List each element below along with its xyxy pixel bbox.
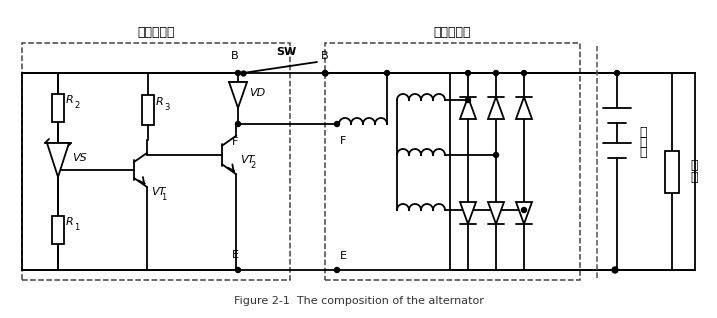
Circle shape	[235, 121, 240, 127]
Text: 电: 电	[639, 136, 647, 149]
Text: 1: 1	[161, 192, 166, 202]
Text: B: B	[321, 51, 329, 61]
Text: 3: 3	[164, 102, 169, 112]
Text: Figure 2-1  The composition of the alternator: Figure 2-1 The composition of the altern…	[234, 296, 483, 306]
Text: 池: 池	[639, 147, 647, 160]
Bar	[52, 216, 64, 244]
Text: 2: 2	[250, 161, 255, 169]
Text: E: E	[232, 250, 239, 260]
Circle shape	[521, 71, 526, 75]
Polygon shape	[516, 202, 532, 224]
Bar	[52, 94, 64, 122]
Circle shape	[493, 153, 498, 157]
Text: B: B	[231, 51, 239, 61]
Text: 电子调节器: 电子调节器	[137, 26, 175, 39]
Text: 负: 负	[690, 159, 698, 172]
Text: VT: VT	[151, 187, 166, 197]
Text: E: E	[340, 251, 347, 261]
Text: F: F	[232, 137, 238, 147]
Circle shape	[335, 121, 340, 127]
Circle shape	[465, 71, 470, 75]
Polygon shape	[460, 202, 476, 224]
Text: 载: 载	[690, 171, 698, 184]
Circle shape	[235, 267, 240, 273]
Circle shape	[521, 208, 526, 212]
Polygon shape	[47, 143, 69, 177]
Polygon shape	[229, 82, 247, 108]
Polygon shape	[460, 97, 476, 119]
Text: R: R	[66, 217, 74, 227]
Text: 交流发电机: 交流发电机	[434, 26, 471, 39]
Polygon shape	[516, 97, 532, 119]
Text: 2: 2	[74, 100, 80, 109]
Text: 蓄: 蓄	[639, 127, 647, 140]
Text: R: R	[66, 95, 74, 105]
Polygon shape	[488, 202, 504, 224]
Circle shape	[323, 71, 328, 75]
Bar	[665, 150, 679, 192]
Text: SW: SW	[276, 47, 296, 57]
Text: F: F	[340, 136, 346, 146]
Text: VS: VS	[72, 153, 87, 163]
Circle shape	[612, 267, 618, 273]
Polygon shape	[488, 97, 504, 119]
Circle shape	[465, 98, 470, 102]
Circle shape	[235, 71, 240, 75]
Text: VD: VD	[249, 88, 265, 98]
Circle shape	[493, 71, 498, 75]
Circle shape	[614, 71, 619, 75]
Circle shape	[384, 71, 389, 75]
Text: R: R	[156, 97, 163, 107]
Text: VT: VT	[240, 155, 255, 165]
Bar	[142, 95, 154, 125]
Circle shape	[335, 267, 340, 273]
Text: 1: 1	[74, 223, 80, 232]
